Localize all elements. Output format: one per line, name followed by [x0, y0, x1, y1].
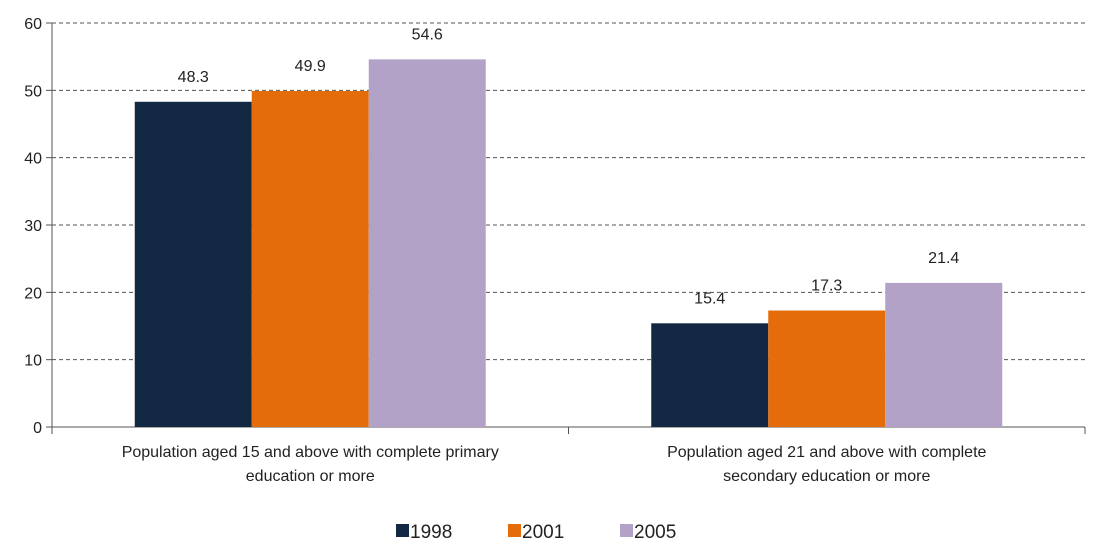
bar-1998-cat2 [651, 323, 769, 427]
data-label: 48.3 [178, 69, 209, 86]
data-labels: 48.3 49.9 54.6 15.4 17.3 21.4 [178, 26, 960, 307]
category-labels: Population aged 15 and above with comple… [122, 444, 987, 485]
legend-label: 1998 [410, 522, 452, 543]
y-tick-label: 60 [24, 16, 42, 33]
category-label: education or more [246, 468, 375, 485]
legend-swatch-1998 [396, 524, 409, 537]
legend-label: 2005 [634, 522, 676, 543]
data-label: 49.9 [295, 58, 326, 75]
bar-1998-cat1 [134, 101, 252, 427]
y-tick-label: 40 [24, 151, 42, 168]
bar-2005-cat1 [368, 59, 486, 428]
axes: 0 10 20 30 40 50 60 [24, 16, 1086, 437]
bar-2001-cat2 [768, 310, 886, 427]
data-label: 17.3 [811, 278, 842, 295]
y-tick-label: 30 [24, 218, 42, 235]
y-tick-label: 10 [24, 353, 42, 370]
category-label: Population aged 15 and above with comple… [122, 444, 499, 461]
legend: 1998 2001 2005 [396, 522, 676, 543]
data-label: 21.4 [928, 250, 959, 267]
y-tick-label: 0 [33, 420, 42, 437]
legend-swatch-2005 [620, 524, 633, 537]
bars [134, 59, 1003, 428]
bar-2001-cat1 [251, 91, 369, 428]
legend-label: 2001 [522, 522, 564, 543]
legend-swatch-2001 [508, 524, 521, 537]
data-label: 15.4 [694, 290, 725, 307]
category-label: Population aged 21 and above with comple… [667, 444, 986, 461]
bar-2005-cat2 [885, 282, 1003, 427]
y-tick-label: 20 [24, 285, 42, 302]
data-label: 54.6 [412, 26, 443, 43]
y-tick-label: 50 [24, 83, 42, 100]
category-label: secondary education or more [723, 468, 930, 485]
